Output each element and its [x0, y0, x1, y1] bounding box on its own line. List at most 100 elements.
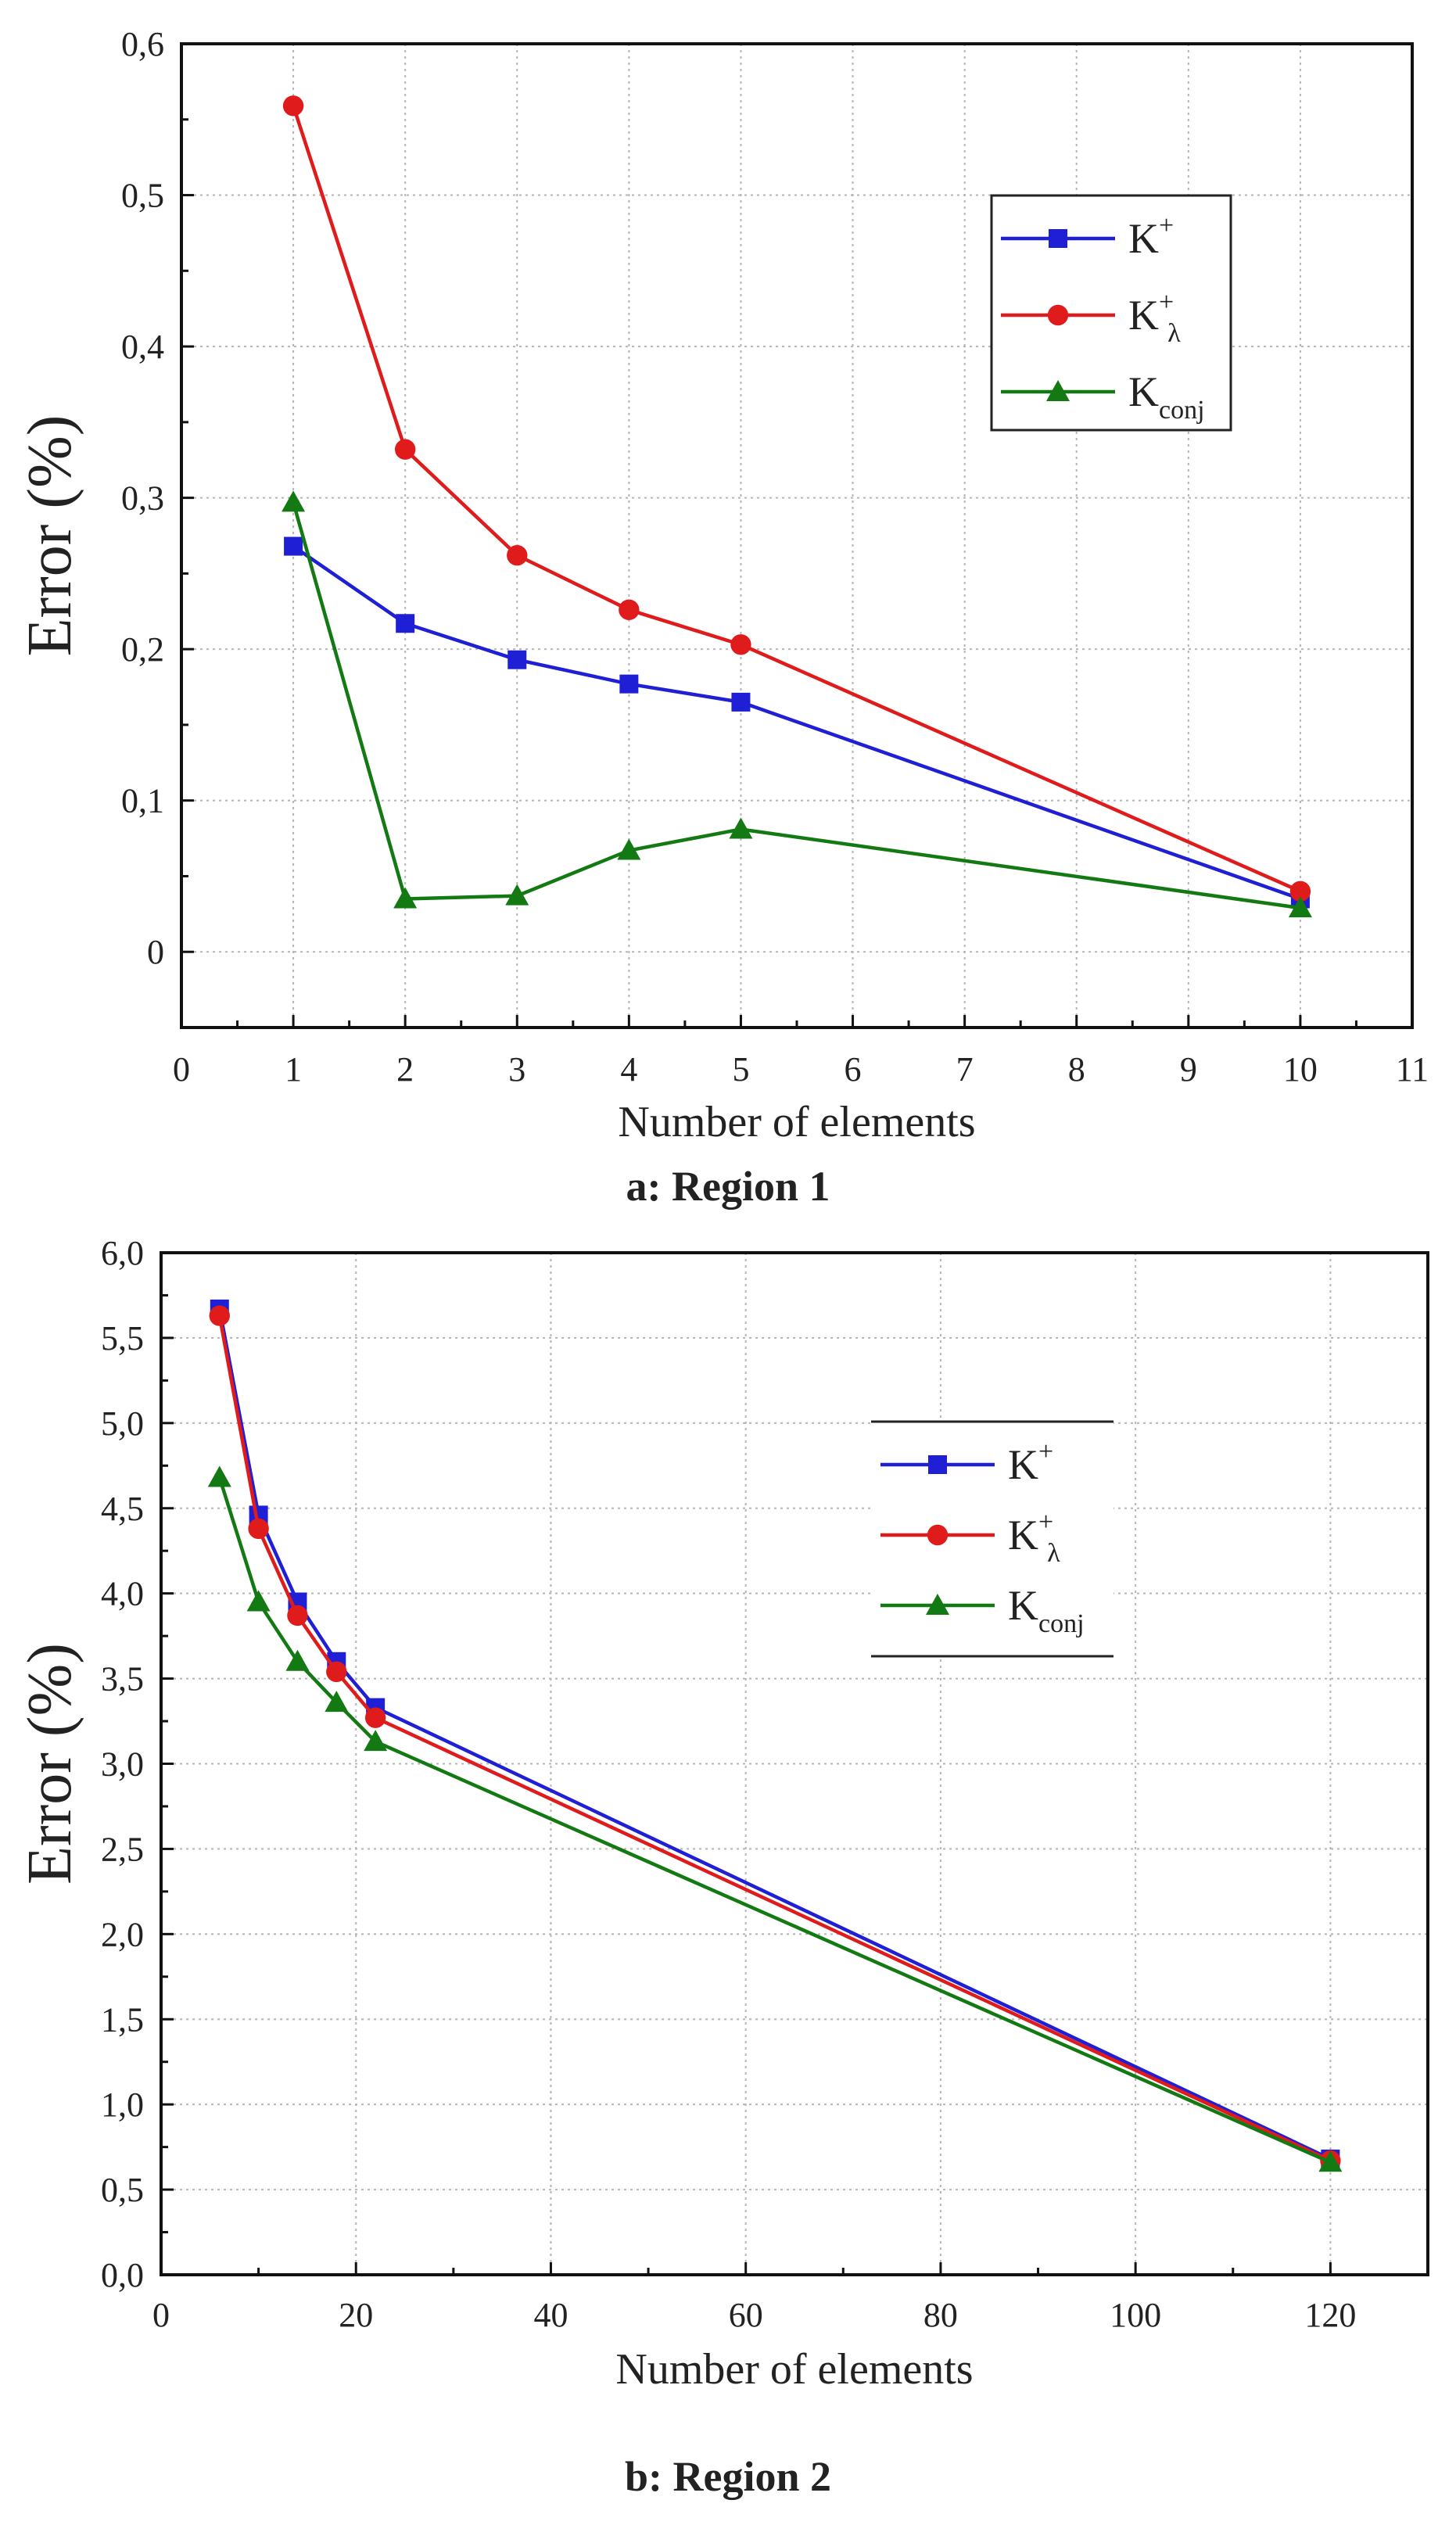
figure-caption: b: Region 2: [625, 2453, 831, 2500]
y-tick-label: 2,0: [101, 1915, 144, 1953]
legend-label: K+ λ: [1128, 288, 1181, 348]
x-tick-label: 120: [1304, 2296, 1356, 2334]
series-line: [217, 1308, 1332, 2161]
legend-marker: [1046, 380, 1070, 401]
legend-label-sub: λ: [1047, 1539, 1060, 1568]
data-point: [287, 1605, 308, 1627]
y-tick-label: 3,0: [101, 1745, 144, 1784]
x-tick-label: 60: [729, 2296, 763, 2334]
data-point: [505, 884, 529, 906]
legend-label-sub: λ: [1167, 319, 1181, 348]
grid: [181, 43, 1413, 1028]
data-point: [729, 817, 753, 839]
legend-item: Kconj: [880, 1582, 1085, 1638]
legend-item: K+ λ: [880, 1508, 1060, 1568]
legend-label-main: K: [1008, 1512, 1038, 1558]
data-point: [393, 887, 418, 909]
legend-label-main: K: [1128, 368, 1159, 415]
x-tick-label: 3: [508, 1050, 525, 1089]
x-axis-title: Number of elements: [618, 1098, 975, 1146]
y-tick-label: 5,5: [101, 1319, 144, 1358]
legend-marker: [926, 1594, 949, 1615]
legend-marker: [927, 1524, 949, 1546]
series-line: [291, 105, 1301, 893]
x-tick-label: 5: [732, 1050, 749, 1089]
data-point: [730, 634, 751, 655]
x-tick-label: 100: [1110, 2296, 1161, 2334]
data-point: [282, 95, 304, 117]
y-axis-title: Error (%): [16, 415, 84, 657]
x-tick-label: 2: [396, 1050, 414, 1089]
y-tick-label: 0: [147, 933, 164, 971]
data-point: [619, 674, 639, 694]
chart-region-2: 0 20 40 60 80 100 120 0,0 0,5 1,0 1,5 2,0 2,5 3,0 3,5 4…: [16, 1234, 1429, 2500]
legend-marker: [928, 1455, 947, 1474]
data-point: [1288, 896, 1312, 918]
y-tick-label: 5,0: [101, 1404, 144, 1443]
data-point: [1318, 2150, 1343, 2172]
y-tick-label: 1,5: [101, 2000, 144, 2039]
y-axis-title: Error (%): [16, 1643, 84, 1885]
legend-label-sup: +: [1159, 211, 1174, 240]
x-tick-label: 10: [1283, 1050, 1318, 1089]
x-axis-title: Number of elements: [615, 2345, 973, 2394]
y-tick-label: 0,2: [121, 630, 164, 669]
x-tick-label: 8: [1068, 1050, 1085, 1089]
legend-item: K+: [1001, 211, 1174, 262]
data-point: [507, 544, 528, 566]
legend-label: Kconj: [1128, 368, 1205, 425]
legend-marker: [1049, 229, 1067, 248]
x-tick-label: 40: [533, 2296, 568, 2334]
x-tick-label: 7: [956, 1050, 974, 1089]
legend-item: Kconj: [1001, 368, 1205, 425]
legend-box: [990, 194, 1232, 432]
y-tick-label: 0,5: [121, 177, 164, 215]
data-point: [396, 614, 415, 633]
y-tick-label: 1,0: [101, 2086, 144, 2124]
y-tick-label: 0,5: [101, 2171, 144, 2209]
legend-label-sub: conj: [1159, 396, 1205, 425]
x-tick-label: 80: [923, 2296, 958, 2334]
legend-item: K+ λ: [1001, 288, 1181, 348]
legend-label: K+: [1128, 211, 1174, 262]
series-line: [217, 1476, 1332, 2165]
legend-marker: [1047, 304, 1069, 326]
data-point: [394, 439, 416, 460]
series-triangle: [207, 1465, 1343, 2172]
data-point: [1289, 881, 1311, 902]
legend-label-main: K: [1008, 1441, 1038, 1488]
chart-region-1: 0 1 2 3 4 5 6 7 8 9 10 11 0 0,1 0,2 0,3 0,4 0,5 0,6 Number …: [16, 25, 1429, 1210]
series-circle: [282, 95, 1311, 902]
series-line: [291, 501, 1301, 910]
data-point: [364, 1730, 388, 1752]
legend-label-sup: +: [1038, 1437, 1053, 1466]
figure-caption: a: Region 1: [626, 1163, 830, 1210]
x-tick-label: 0: [173, 1050, 190, 1089]
data-point: [285, 1649, 310, 1671]
x-tick-label: 11: [1396, 1050, 1429, 1089]
series-square: [210, 1299, 1340, 2168]
legend-label-sup: +: [1038, 1508, 1053, 1537]
y-tick-label: 4,5: [101, 1490, 144, 1528]
series-triangle: [282, 490, 1312, 918]
y-tick-label: 6,0: [101, 1234, 144, 1272]
data-point: [248, 1518, 269, 1540]
series-line: [217, 1315, 1332, 2163]
legend-label: K+ λ: [1008, 1508, 1060, 1568]
series-square: [284, 536, 1310, 909]
data-point: [246, 1590, 271, 1612]
x-tick-label: 6: [845, 1050, 862, 1089]
y-tick-label: 0,6: [121, 25, 164, 63]
data-point: [731, 692, 751, 712]
legend-item: K+: [880, 1437, 1053, 1488]
x-tick-label: 1: [285, 1050, 302, 1089]
x-tick-label: 4: [620, 1050, 637, 1089]
legend-background: [871, 1422, 1114, 1656]
legend-label: Kconj: [1008, 1582, 1085, 1638]
y-tick-label: 0,4: [121, 328, 164, 366]
legend-label: K+: [1008, 1437, 1053, 1488]
data-point: [284, 536, 303, 556]
data-point: [619, 599, 640, 621]
